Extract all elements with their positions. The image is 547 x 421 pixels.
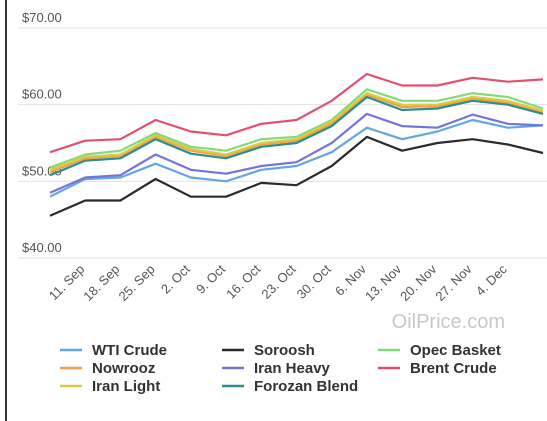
series-line [49,93,544,174]
legend-label: WTI Crude [92,342,167,359]
series-line [49,72,544,154]
legend-label: Iran Light [92,378,160,395]
legend-label: Forozan Blend [254,378,358,395]
legend-label: Brent Crude [410,360,497,377]
series-line [49,88,544,169]
series-line [49,118,544,198]
legend-label: Nowrooz [92,360,155,377]
legend-label: Soroosh [254,342,315,359]
series-line [49,95,544,177]
y-tick-label: $70.00 [22,10,62,25]
y-tick-label: $40.00 [22,240,62,255]
series-line [49,112,544,194]
y-tick-label: $60.00 [22,87,62,102]
legend-label: Opec Basket [410,342,501,359]
series-line [49,92,544,171]
watermark: OilPrice.com [392,311,505,333]
legend-label: Iran Heavy [254,360,331,377]
series-line [49,135,544,217]
